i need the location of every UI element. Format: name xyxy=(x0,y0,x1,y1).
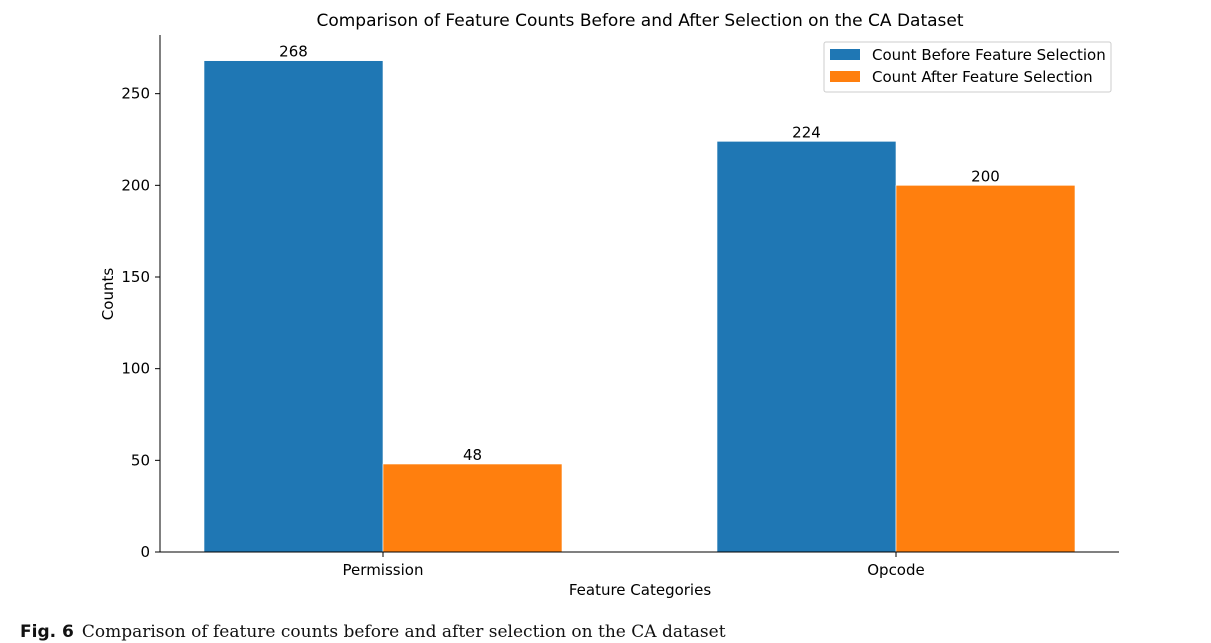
legend: Count Before Feature Selection Count Aft… xyxy=(823,41,1112,93)
legend-frame xyxy=(823,41,1112,93)
y-tick-label: 100 xyxy=(121,360,150,378)
y-tick-label: 200 xyxy=(121,176,150,194)
legend-swatch-after xyxy=(830,71,860,82)
y-tick-label: 250 xyxy=(121,85,150,103)
bar xyxy=(382,463,563,553)
y-tick-label: 150 xyxy=(121,268,150,286)
bar xyxy=(716,141,897,553)
legend-swatch-before xyxy=(830,49,860,60)
data-label: 268 xyxy=(279,43,308,61)
bar xyxy=(203,60,384,553)
y-tick-label: 50 xyxy=(131,451,150,469)
data-label: 224 xyxy=(792,123,821,141)
y-axis-label: Counts xyxy=(99,268,117,321)
figure-caption: Fig. 6 Comparison of feature counts befor… xyxy=(20,622,726,642)
y-tick-label: 0 xyxy=(140,543,150,561)
x-tick-label: Permission xyxy=(343,561,424,579)
bar xyxy=(895,185,1076,553)
figure-caption-text: Comparison of feature counts before and … xyxy=(81,622,726,642)
chart-title: Comparison of Feature Counts Before and … xyxy=(316,11,963,31)
figure-label: Fig. 6 xyxy=(20,622,74,642)
data-label: 200 xyxy=(971,167,1000,185)
bar-chart: Comparison of Feature Counts Before and … xyxy=(99,11,1119,599)
x-axis-label: Feature Categories xyxy=(569,581,711,599)
legend-label-before: Count Before Feature Selection xyxy=(872,46,1106,64)
legend-label-after: Count After Feature Selection xyxy=(872,68,1093,86)
data-label: 48 xyxy=(463,446,482,464)
plot-area: 268 224 48 200 0 50 100 150 200 250 Permission Opco… xyxy=(121,35,1119,579)
x-tick-label: Opcode xyxy=(867,561,925,579)
